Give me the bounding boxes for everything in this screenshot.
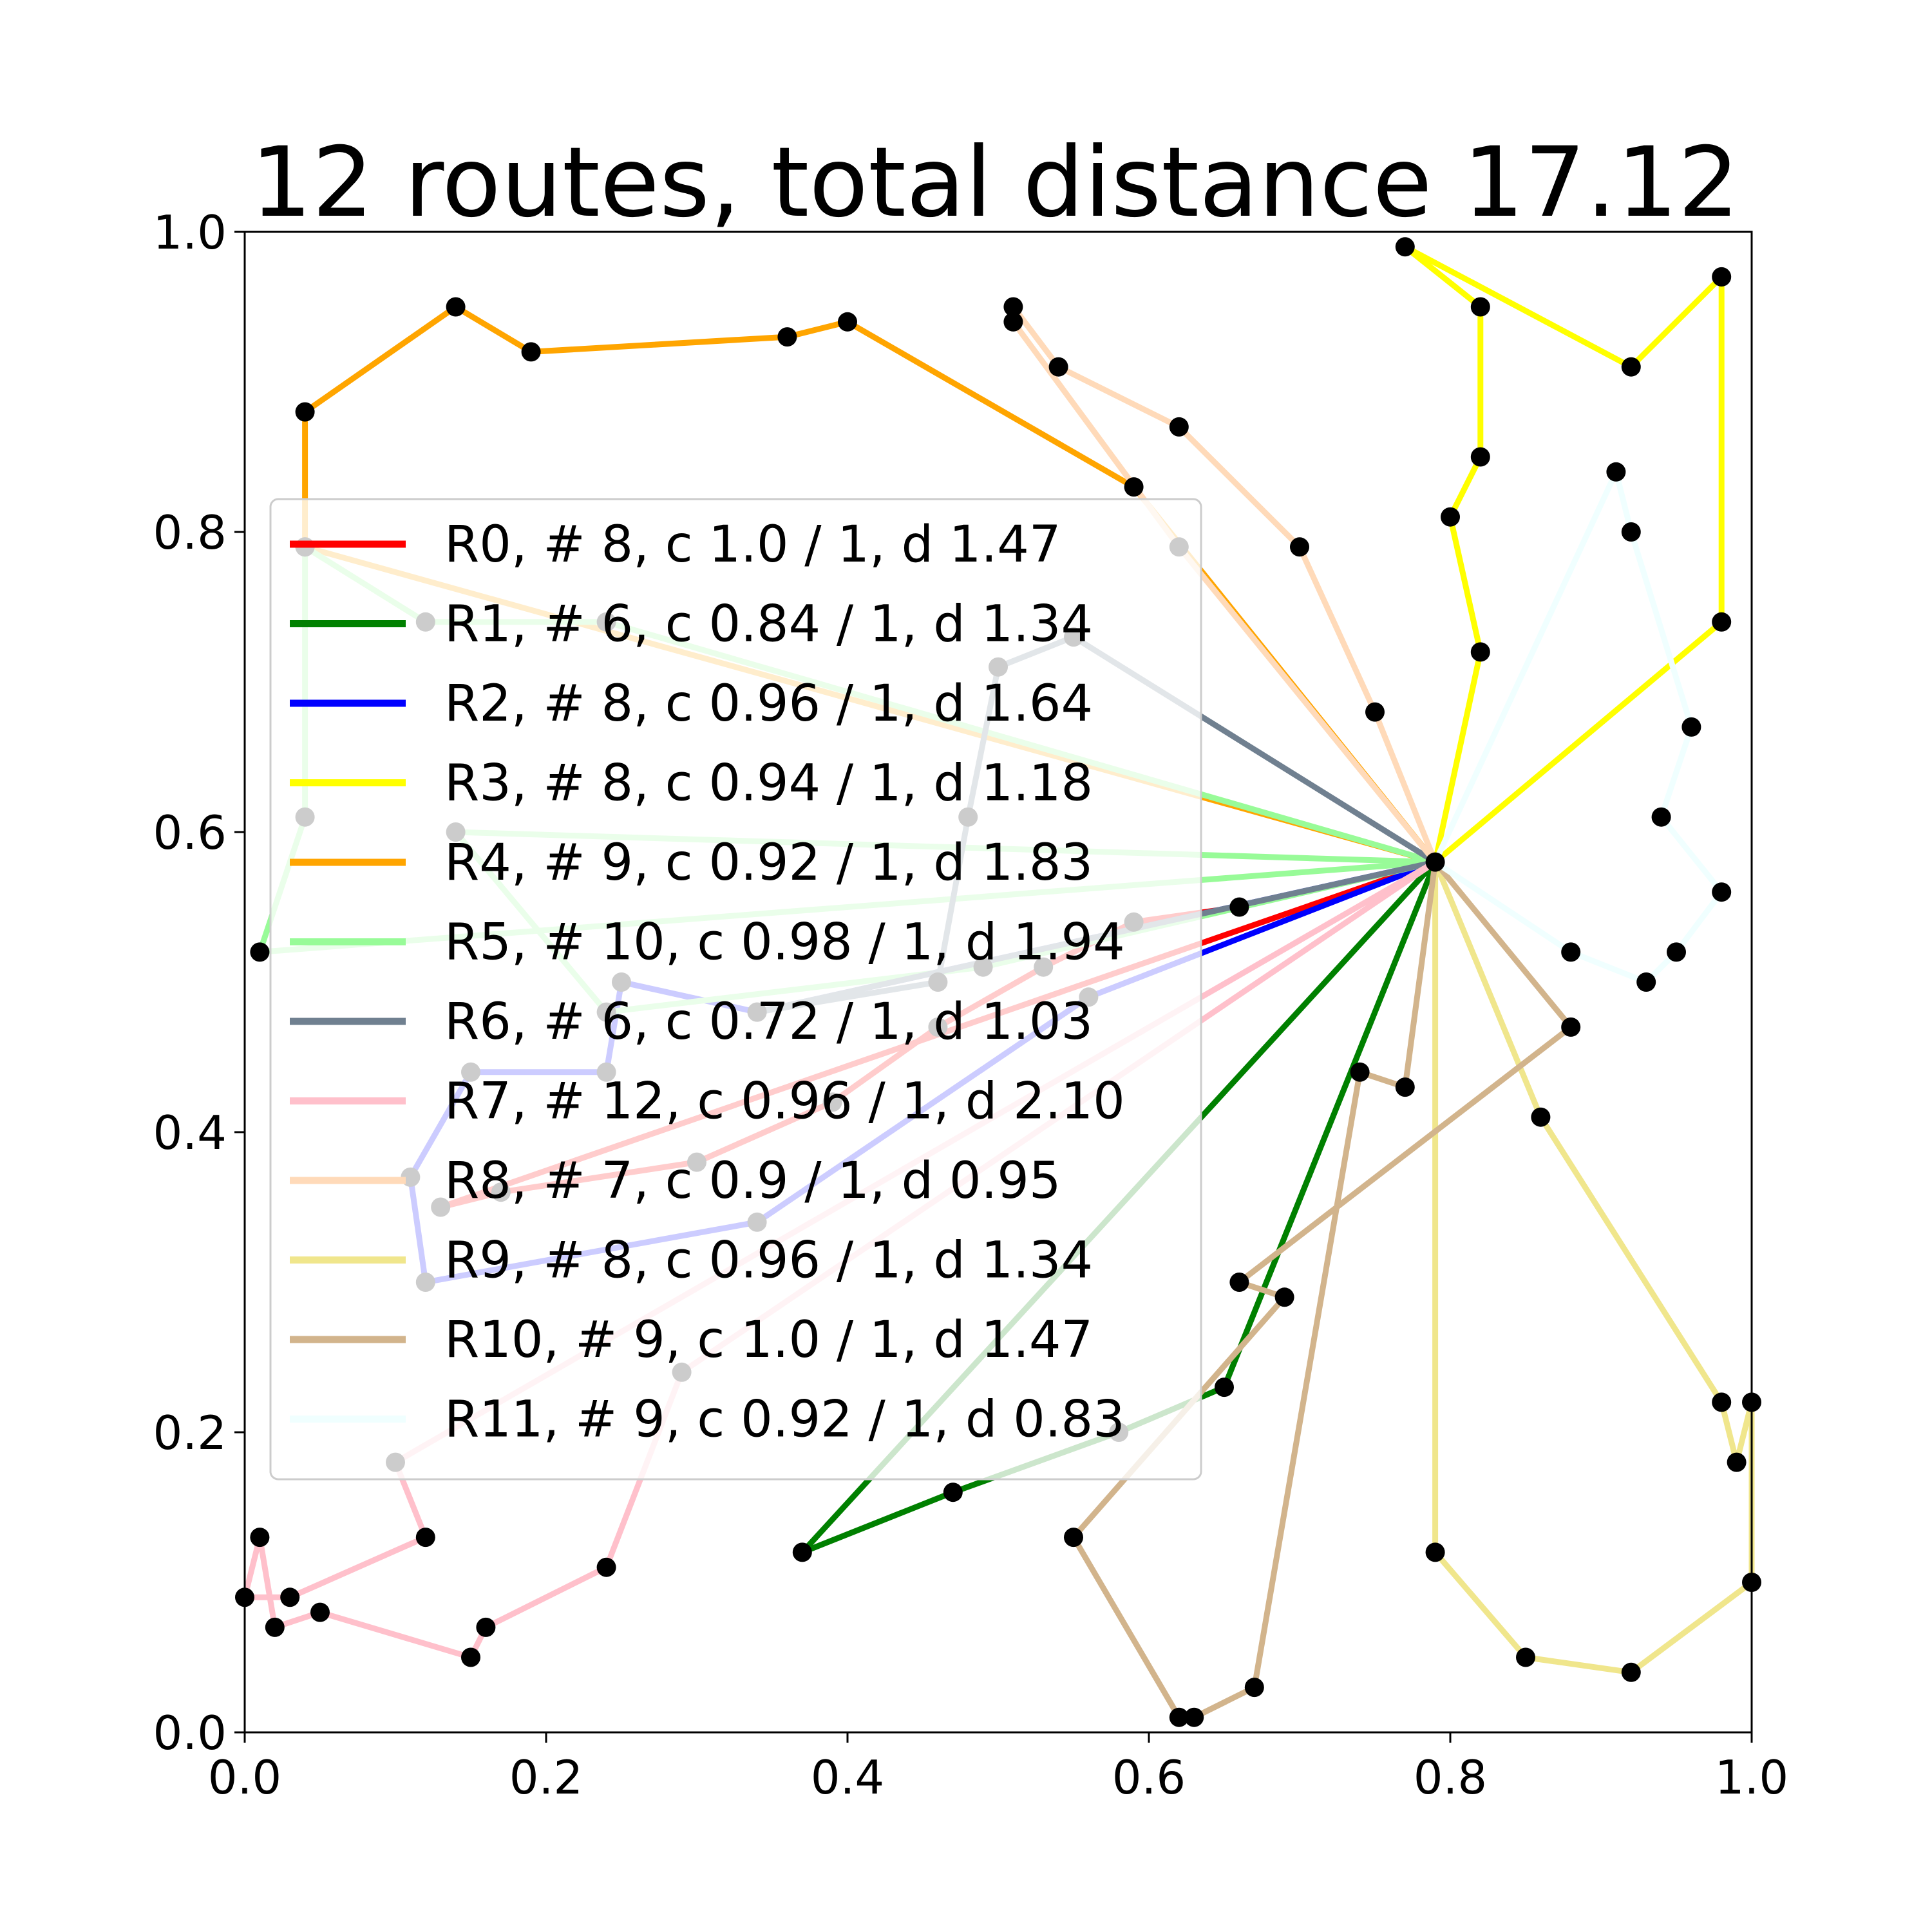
customer-point-r8-5 xyxy=(1003,297,1023,317)
y-tick-label: 0.8 xyxy=(153,506,227,560)
customer-point-r4-2 xyxy=(295,402,315,422)
customer-point-r11-6 xyxy=(1667,942,1686,962)
legend-label-r8: R8, # 7, c 0.9 / 1, d 0.95 xyxy=(444,1152,1061,1210)
y-tick-label: 1.0 xyxy=(153,205,227,260)
y-tick-label: 0.4 xyxy=(153,1106,227,1160)
customer-point-r9-1 xyxy=(1531,1107,1551,1127)
chart-title: 12 routes, total distance 17.12 xyxy=(251,127,1739,239)
customer-point-r7-4 xyxy=(461,1647,480,1667)
customer-point-r11-8 xyxy=(1561,942,1581,962)
route-line-r11 xyxy=(1432,469,1725,985)
x-tick-label: 0.4 xyxy=(811,1750,885,1804)
customer-point-r10-8 xyxy=(1229,1273,1249,1292)
legend: R0, # 8, c 1.0 / 1, d 1.47 R1, # 6, c 0.8… xyxy=(269,498,1202,1481)
customer-point-r9-2 xyxy=(1712,1392,1732,1412)
x-tick-label: 0.6 xyxy=(1112,1750,1186,1804)
customer-point-r8-4 xyxy=(1048,357,1068,377)
legend-label-r11: R11, # 9, c 0.92 / 1, d 0.83 xyxy=(444,1391,1125,1449)
customer-point-r11-1 xyxy=(1606,462,1626,482)
route-line-r3 xyxy=(1402,243,1725,866)
customer-point-r7-2 xyxy=(596,1557,616,1577)
customer-point-r11-5 xyxy=(1712,882,1732,902)
customer-point-r4-4 xyxy=(521,342,541,362)
legend-label-r2: R2, # 8, c 0.96 / 1, d 1.64 xyxy=(444,675,1093,733)
legend-label-r7: R7, # 12, c 0.96 / 1, d 2.10 xyxy=(444,1073,1125,1131)
x-tick-label: 0.2 xyxy=(509,1750,583,1804)
customer-point-r8-1 xyxy=(1365,702,1385,722)
customer-point-r8-3 xyxy=(1169,417,1189,437)
customer-point-r3-6 xyxy=(1621,357,1641,377)
customer-point-r10-7 xyxy=(1274,1287,1294,1307)
customer-point-r4-6 xyxy=(838,312,857,332)
customer-point-r11-7 xyxy=(1636,972,1656,992)
customer-point-r3-8 xyxy=(1712,612,1732,632)
customer-point-r3-1 xyxy=(1470,642,1490,662)
y-tick-label: 0.2 xyxy=(153,1406,227,1460)
customer-point-r7-9 xyxy=(280,1587,300,1607)
customer-point-r10-4 xyxy=(1184,1707,1204,1727)
customer-point-r3-2 xyxy=(1441,507,1460,527)
y-tick-label: 0.0 xyxy=(153,1706,227,1760)
customer-point-r3-3 xyxy=(1470,447,1490,467)
customer-point-r9-6 xyxy=(1621,1662,1641,1682)
customer-point-r1-3 xyxy=(943,1482,963,1502)
customer-point-r10-9 xyxy=(1561,1017,1581,1037)
customer-point-r10-2 xyxy=(1350,1062,1370,1082)
x-tick-label: 1.0 xyxy=(1715,1750,1789,1804)
customer-point-r7-10 xyxy=(415,1528,435,1548)
customer-point-r9-8 xyxy=(1425,1542,1445,1562)
customer-point-r8-2 xyxy=(1290,537,1309,557)
legend-label-r0: R0, # 8, c 1.0 / 1, d 1.47 xyxy=(444,516,1061,574)
x-tick-label: 0.8 xyxy=(1414,1750,1488,1804)
customer-point-r7-7 xyxy=(250,1528,270,1548)
customer-point-r4-5 xyxy=(777,327,797,347)
legend-label-r10: R10, # 9, c 1.0 / 1, d 1.47 xyxy=(444,1311,1093,1369)
customer-point-r10-6 xyxy=(1064,1528,1083,1548)
legend-label-r1: R1, # 6, c 0.84 / 1, d 1.34 xyxy=(444,596,1093,654)
plot-frame xyxy=(243,231,1753,1734)
customer-point-r7-5 xyxy=(310,1602,330,1622)
customer-point-r1-4 xyxy=(792,1542,812,1562)
customer-point-r8-6 xyxy=(1003,312,1023,332)
depot-point xyxy=(1425,852,1445,872)
customer-point-r7-6 xyxy=(265,1617,285,1637)
customer-point-r1-1 xyxy=(1215,1378,1234,1397)
legend-label-r5: R5, # 10, c 0.98 / 1, d 1.94 xyxy=(444,914,1125,972)
customer-point-r9-3 xyxy=(1727,1452,1747,1472)
customer-point-r10-5 xyxy=(1169,1707,1189,1727)
customer-point-r11-4 xyxy=(1651,807,1671,827)
legend-label-r4: R4, # 9, c 0.92 / 1, d 1.83 xyxy=(444,834,1093,892)
customer-point-r4-3 xyxy=(446,297,466,317)
customer-point-r4-7 xyxy=(1124,477,1144,497)
legend-label-r9: R9, # 8, c 0.96 / 1, d 1.34 xyxy=(444,1232,1093,1290)
customer-point-r7-3 xyxy=(476,1617,496,1637)
legend-box xyxy=(269,498,1202,1481)
customer-point-r5-1 xyxy=(250,942,270,962)
x-tick-label: 0.0 xyxy=(208,1750,282,1804)
customer-point-r9-7 xyxy=(1516,1647,1535,1667)
legend-label-r3: R3, # 8, c 0.94 / 1, d 1.18 xyxy=(444,755,1093,813)
legend-label-r6: R6, # 6, c 0.72 / 1, d 1.03 xyxy=(444,993,1093,1051)
customer-point-r11-3 xyxy=(1681,717,1701,737)
customer-point-r3-7 xyxy=(1712,267,1732,287)
customer-point-r11-2 xyxy=(1621,522,1641,542)
customer-point-r10-1 xyxy=(1395,1077,1415,1097)
axes-layer: 0.0 0.2 0.4 0.6 0.8 1.0 0.0 0.2 0.4 0.6 0.8 1.0 xyxy=(153,205,1788,1804)
customer-point-r10-3 xyxy=(1244,1678,1264,1698)
customer-point-r0-1 xyxy=(1229,897,1249,917)
customer-point-r3-5 xyxy=(1395,237,1415,257)
y-tick-label: 0.6 xyxy=(153,806,227,860)
customer-point-r3-4 xyxy=(1470,297,1490,317)
